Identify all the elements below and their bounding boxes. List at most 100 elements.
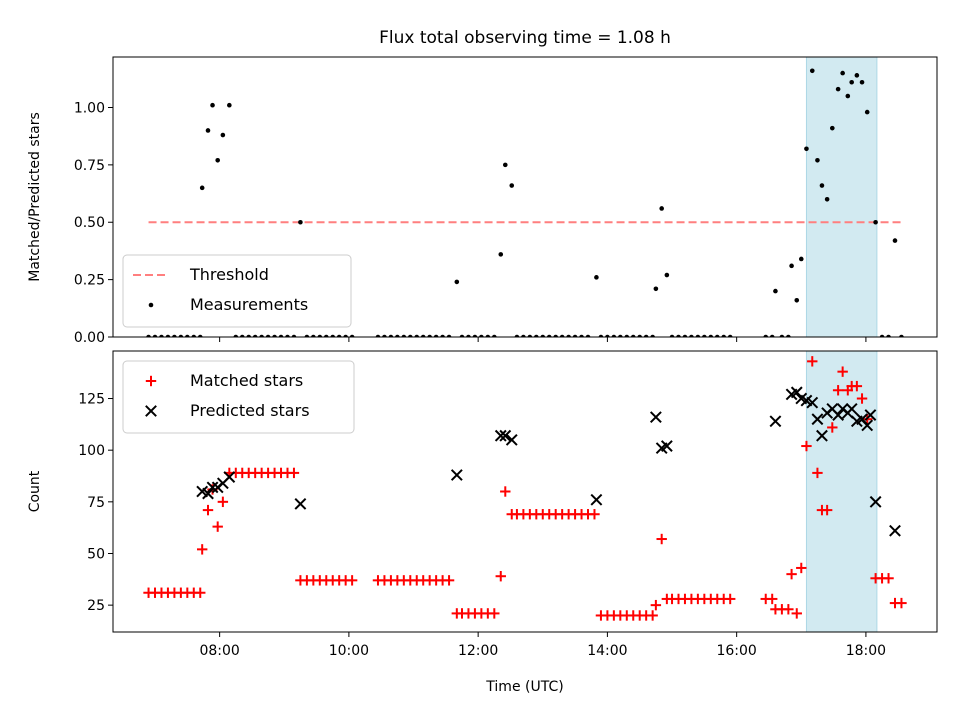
data-point [521,334,526,337]
data-point [427,334,432,337]
data-point [495,571,506,582]
data-point [845,402,858,415]
data-point [206,481,219,494]
data-point [494,429,507,442]
legend-label: Predicted stars [190,401,310,420]
data-point [660,440,673,452]
data-point [498,252,504,257]
data-point [791,608,802,619]
data-point [856,393,868,404]
y-tick-label: 50 [87,546,105,562]
data-point [849,79,854,85]
data-point [804,146,809,152]
data-point [330,334,336,337]
data-point [786,334,791,337]
data-point [152,334,158,337]
data-point [572,334,578,337]
data-point [227,102,232,108]
data-point [896,597,907,609]
axes-frame [112,56,938,338]
data-point [767,593,778,605]
data-point [695,334,701,337]
data-point [285,334,290,337]
data-point [794,297,800,303]
data-point [815,157,820,163]
data-point [605,334,610,337]
data-point [702,334,707,337]
data-point [769,415,782,428]
data-point [859,79,865,85]
data-point [624,334,630,337]
data-point [854,73,860,78]
data-point [832,409,845,421]
data-point [466,334,471,337]
data-point [783,604,794,615]
data-point [343,334,348,337]
data-point [159,334,164,337]
data-point [414,334,420,337]
ratio-panel: 0.00 0.25 0.50 0.75 1.00 Matched/Predicted st… [27,56,938,346]
count-panel: 25 50 75 100 125 08:00 10:00 12:00 14:00 16:00 18:… [27,350,938,659]
data-point [724,593,736,605]
data-point [585,334,591,337]
data-point [886,334,891,337]
data-point [388,334,394,337]
data-point [821,504,833,516]
data-point [375,334,381,337]
data-point [349,334,355,337]
data-point [205,128,211,133]
data-point [265,334,271,337]
data-point [598,334,604,337]
legend-label: Measurements [190,295,308,314]
y-axis-label: Matched/Predicted stars [27,112,43,282]
data-point [656,533,667,545]
data-point [790,386,803,399]
data-point [816,429,828,442]
data-point [443,575,455,586]
data-point [892,238,898,243]
data-point [659,206,664,211]
legend: Matched stars Predicted stars [122,360,355,434]
data-point [509,183,515,188]
data-point [202,487,214,500]
data-point [233,334,239,337]
data-point [401,334,407,337]
axes-frame [112,350,938,633]
data-point [650,334,655,337]
legend-label: Matched stars [190,371,303,390]
data-point [185,334,190,337]
data-point [779,334,785,337]
data-point [714,334,720,337]
data-point [215,157,220,163]
data-point [801,440,812,452]
data-point [812,467,823,479]
data-point [611,334,617,337]
data-point [589,509,600,520]
data-point [382,334,387,337]
y-tick-label: 0.75 [74,158,105,174]
data-point [223,471,236,483]
data-point [210,102,215,108]
data-point [835,86,841,92]
data-point [440,334,445,337]
data-point [304,334,310,337]
data-point [827,422,838,433]
data-point [199,185,205,191]
data-point [505,433,518,446]
legend-swatch [145,375,157,387]
data-point [786,568,797,580]
y-tick-label: 125 [78,392,105,408]
highlight-span [805,56,878,338]
data-point [336,334,342,337]
data-point [594,275,599,280]
data-point [540,334,546,337]
data-point [861,419,874,432]
data-point [851,380,863,392]
data-point [178,334,184,337]
series-measurements [146,68,904,337]
data-point [459,334,465,337]
legend-swatch [148,302,154,308]
data-point [879,334,885,337]
data-point [485,334,491,337]
